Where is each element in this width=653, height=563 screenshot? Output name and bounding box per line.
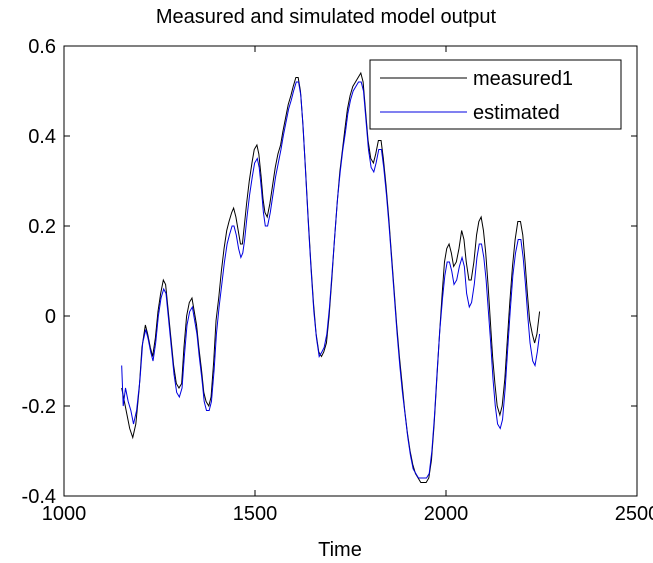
legend-box: [369, 59, 622, 130]
x-tick-label: 2000: [424, 503, 469, 525]
x-axis-label: Time: [318, 539, 362, 561]
legend-label-estimated: estimated: [473, 102, 560, 124]
legend: measured1 estimated: [369, 59, 622, 130]
y-tick-label: 0: [45, 306, 56, 328]
x-tick-label: 2500: [615, 503, 653, 525]
tick-layer: 1000 1500 2000 2500 -0.4 -0.2 0 0.2 0.4 0.6: [22, 36, 653, 525]
y-tick-label: -0.2: [22, 396, 56, 418]
y-tick-label: 0.2: [28, 216, 56, 238]
chart-title: Measured and simulated model output: [156, 6, 497, 28]
x-tick-label: 1500: [233, 503, 278, 525]
y-tick-label: 0.6: [28, 36, 56, 58]
y-tick-label: 0.4: [28, 126, 56, 148]
series-layer: [121, 71, 541, 483]
plot-frame: [63, 45, 638, 497]
series-line-estimated: [121, 81, 541, 479]
x-tick-label: 1000: [42, 503, 87, 525]
y-tick-label: -0.4: [22, 486, 56, 508]
legend-label-measured1: measured1: [473, 68, 573, 90]
